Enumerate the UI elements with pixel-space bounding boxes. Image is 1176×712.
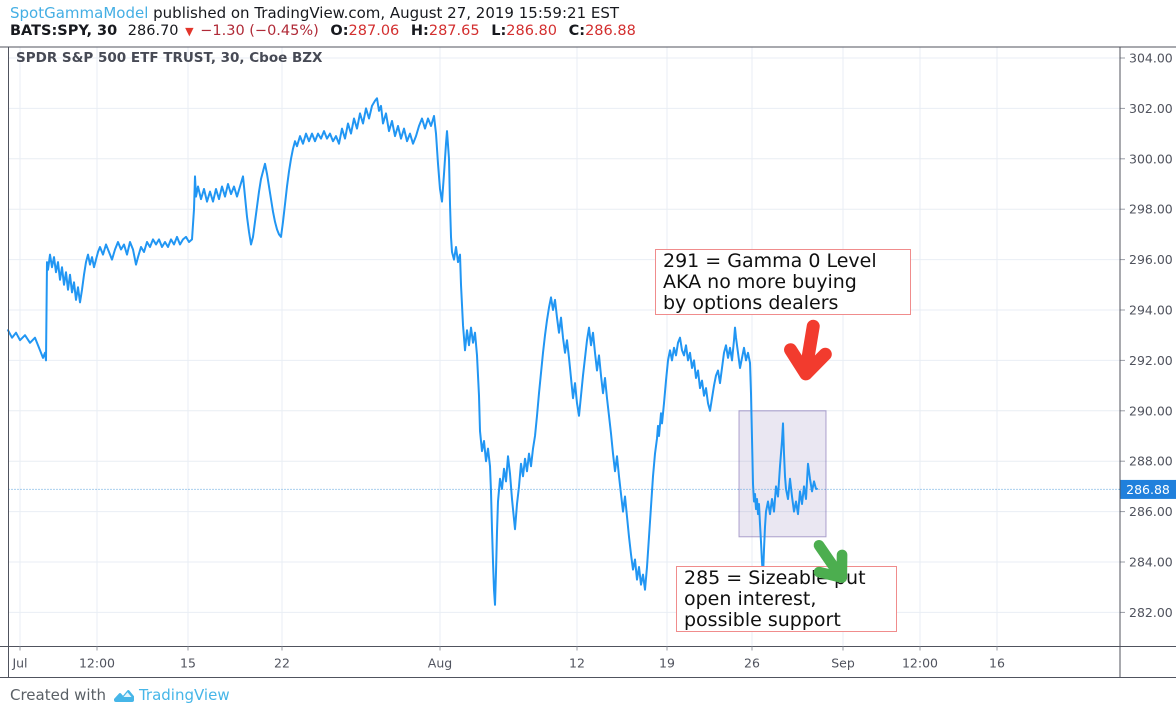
svg-text:Sep: Sep [831,656,855,671]
annotation-line: by options dealers [663,292,839,314]
open-label: O: [330,23,349,39]
symbol-label: BATS:SPY, 30 [10,23,118,39]
high-value: 287.65 [428,23,480,39]
footer: Created with TradingView [10,686,230,704]
low-label: L: [491,23,507,39]
annotation-line: AKA no more buying [663,271,857,293]
svg-text:Jul: Jul [11,656,27,671]
down-triangle-icon: ▼ [185,25,194,38]
svg-text:284.00: 284.00 [1129,555,1173,570]
last-price: 286.70 [127,23,179,39]
svg-text:286.88: 286.88 [1126,482,1170,497]
svg-text:22: 22 [274,656,290,671]
svg-text:304.00: 304.00 [1129,51,1173,66]
svg-text:290.00: 290.00 [1129,403,1173,418]
svg-text:300.00: 300.00 [1129,151,1173,166]
put-support-annotation[interactable]: 285 = Sizeable put open interest, possib… [676,566,897,632]
publish-line: SpotGammaModel published on TradingView.… [10,4,1170,22]
gamma-level-annotation[interactable]: 291 = Gamma 0 Level AKA no more buying b… [655,249,911,315]
annotation-line: open interest, [684,588,817,610]
svg-text:296.00: 296.00 [1129,252,1173,267]
price-change: −1.30 (−0.45%) [200,23,319,39]
symbol-line: BATS:SPY, 30 286.70 ▼ −1.30 (−0.45%) O:2… [10,23,1170,40]
svg-text:298.00: 298.00 [1129,202,1173,217]
svg-text:19: 19 [659,656,675,671]
svg-text:294.00: 294.00 [1129,303,1173,318]
svg-text:288.00: 288.00 [1129,454,1173,469]
low-value: 286.80 [506,23,557,39]
annotation-line: possible support [684,609,841,631]
svg-text:15: 15 [180,656,196,671]
annotation-line: 291 = Gamma 0 Level [663,250,877,272]
svg-text:12:00: 12:00 [79,656,115,671]
svg-text:Aug: Aug [428,656,452,671]
author-name[interactable]: SpotGammaModel [10,4,149,22]
svg-text:12: 12 [569,656,585,671]
close-value: 286.88 [585,23,636,39]
svg-text:16: 16 [989,656,1005,671]
close-label: C: [568,23,586,39]
annotation-line: 285 = Sizeable put [684,567,866,589]
chart-title: SPDR S&P 500 ETF TRUST, 30, Cboe BZX [16,50,323,66]
open-value: 287.06 [348,23,400,39]
tradingview-brand-link[interactable]: TradingView [138,686,230,704]
svg-text:26: 26 [744,656,760,671]
svg-text:286.00: 286.00 [1129,504,1173,519]
svg-text:12:00: 12:00 [902,656,938,671]
tradingview-logo-icon [113,689,134,702]
high-label: H: [410,23,429,39]
created-with-label: Created with [10,686,106,704]
svg-text:302.00: 302.00 [1129,101,1173,116]
svg-text:292.00: 292.00 [1129,353,1173,368]
publish-info: published on TradingView.com, August 27,… [148,4,620,22]
chart-header: SpotGammaModel published on TradingView.… [10,4,1170,40]
svg-text:282.00: 282.00 [1129,605,1173,620]
